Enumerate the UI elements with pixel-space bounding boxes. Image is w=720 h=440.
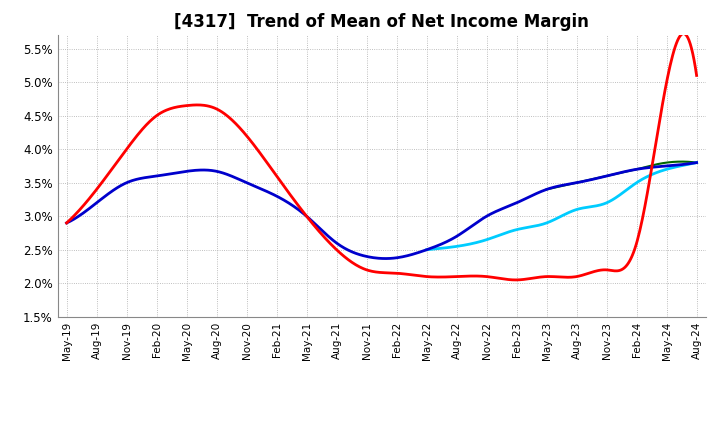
Legend: 3 Years, 5 Years, 7 Years, 10 Years: 3 Years, 5 Years, 7 Years, 10 Years (177, 434, 586, 440)
Title: [4317]  Trend of Mean of Net Income Margin: [4317] Trend of Mean of Net Income Margi… (174, 13, 589, 31)
